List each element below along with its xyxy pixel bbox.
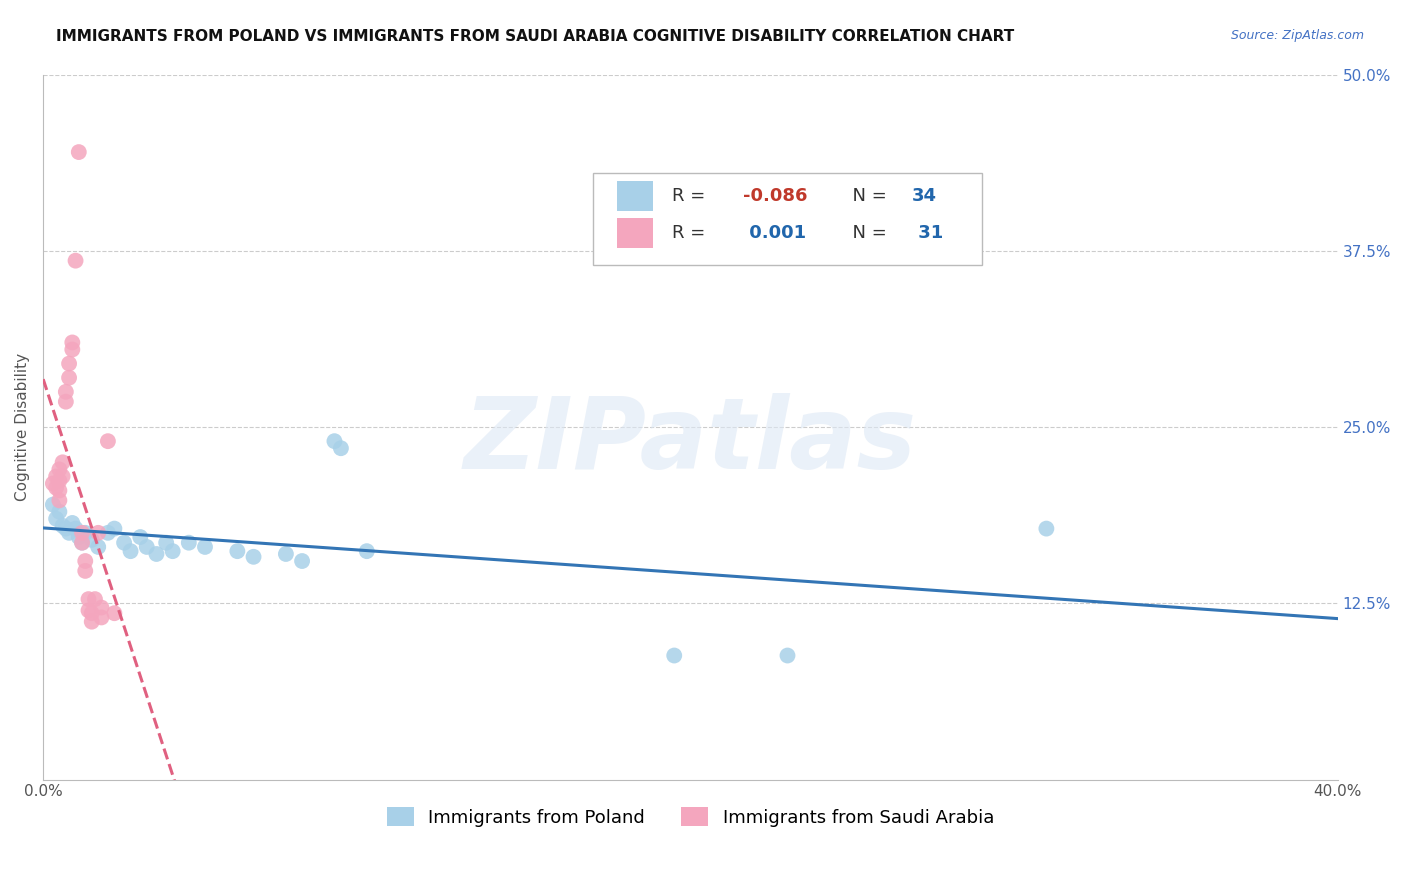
Text: 31: 31 xyxy=(911,224,943,242)
Point xyxy=(291,554,314,568)
Point xyxy=(77,603,100,617)
Point xyxy=(135,540,157,554)
Point xyxy=(70,535,93,549)
Point xyxy=(80,615,103,629)
Point xyxy=(45,481,67,495)
Point xyxy=(90,610,112,624)
Point xyxy=(112,535,135,549)
Point xyxy=(52,469,75,483)
Point xyxy=(48,462,70,476)
Point xyxy=(48,474,70,488)
Point xyxy=(70,525,93,540)
Point xyxy=(242,549,264,564)
Point xyxy=(103,522,125,536)
Point xyxy=(162,544,184,558)
Point xyxy=(120,544,142,558)
Point xyxy=(84,592,107,607)
Point xyxy=(67,145,90,159)
Point xyxy=(90,600,112,615)
Point xyxy=(776,648,799,663)
Text: R =: R = xyxy=(672,224,711,242)
Point xyxy=(45,512,67,526)
Point xyxy=(52,455,75,469)
FancyBboxPatch shape xyxy=(617,219,652,248)
Point xyxy=(55,384,77,399)
Point xyxy=(155,535,177,549)
Point xyxy=(664,648,686,663)
Point xyxy=(87,525,110,540)
Text: R =: R = xyxy=(672,186,711,205)
Point xyxy=(87,540,110,554)
Point xyxy=(80,606,103,620)
Point xyxy=(77,592,100,607)
Point xyxy=(226,544,249,558)
Point xyxy=(70,535,93,549)
Point xyxy=(58,370,80,384)
Point xyxy=(274,547,297,561)
Point xyxy=(75,554,97,568)
Point xyxy=(103,606,125,620)
Point xyxy=(42,476,65,491)
Point xyxy=(177,535,200,549)
Point xyxy=(356,544,378,558)
Point xyxy=(60,343,83,357)
Legend: Immigrants from Poland, Immigrants from Saudi Arabia: Immigrants from Poland, Immigrants from … xyxy=(380,800,1001,834)
Point xyxy=(48,493,70,508)
Text: ZIPatlas: ZIPatlas xyxy=(464,392,917,490)
Point xyxy=(329,441,352,455)
Point xyxy=(55,522,77,536)
Text: N =: N = xyxy=(841,224,891,242)
Point xyxy=(65,253,87,268)
Point xyxy=(55,394,77,409)
Y-axis label: Cognitive Disability: Cognitive Disability xyxy=(15,353,30,501)
Point xyxy=(58,525,80,540)
FancyBboxPatch shape xyxy=(593,173,981,265)
Point xyxy=(145,547,167,561)
Point xyxy=(194,540,217,554)
Text: 34: 34 xyxy=(911,186,936,205)
Point xyxy=(67,530,90,544)
FancyBboxPatch shape xyxy=(617,181,652,211)
Point xyxy=(80,533,103,547)
Point xyxy=(75,564,97,578)
Point xyxy=(52,518,75,533)
Point xyxy=(323,434,346,449)
Point xyxy=(60,516,83,530)
Point xyxy=(97,434,120,449)
Point xyxy=(42,498,65,512)
Point xyxy=(48,505,70,519)
Point xyxy=(48,483,70,498)
Point xyxy=(60,335,83,350)
Point xyxy=(97,525,120,540)
Point xyxy=(75,525,97,540)
Point xyxy=(65,522,87,536)
Point xyxy=(45,469,67,483)
Text: Source: ZipAtlas.com: Source: ZipAtlas.com xyxy=(1230,29,1364,42)
Text: N =: N = xyxy=(841,186,891,205)
Point xyxy=(1035,522,1057,536)
Text: IMMIGRANTS FROM POLAND VS IMMIGRANTS FROM SAUDI ARABIA COGNITIVE DISABILITY CORR: IMMIGRANTS FROM POLAND VS IMMIGRANTS FRO… xyxy=(56,29,1015,44)
Point xyxy=(129,530,152,544)
Point xyxy=(58,357,80,371)
Text: -0.086: -0.086 xyxy=(744,186,808,205)
Text: 0.001: 0.001 xyxy=(744,224,807,242)
